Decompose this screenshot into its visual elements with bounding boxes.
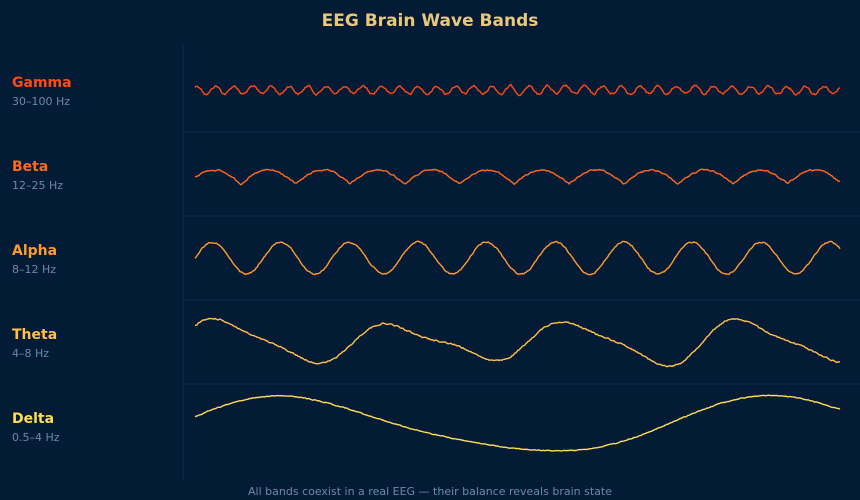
band-range: 0.5–4 Hz (12, 431, 60, 444)
band-name: Delta (12, 411, 55, 427)
series-line-gamma (194, 83, 841, 97)
band-label-beta: Beta 12–25 Hz (12, 159, 63, 192)
series-line-delta (194, 394, 841, 452)
chart-footer: All bands coexist in a real EEG — their … (248, 485, 612, 498)
band-range: 30–100 Hz (12, 95, 71, 108)
series-line-alpha (194, 240, 841, 276)
band-name: Gamma (12, 75, 72, 91)
series-line-theta (194, 317, 841, 368)
band-range: 12–25 Hz (12, 179, 64, 192)
band-range: 8–12 Hz (12, 263, 57, 276)
band-label-alpha: Alpha 8–12 Hz (12, 243, 57, 276)
series-line-beta (194, 168, 841, 186)
chart-title: EEG Brain Wave Bands (321, 11, 539, 31)
band-label-gamma: Gamma 30–100 Hz (12, 75, 72, 108)
band-label-delta: Delta 0.5–4 Hz (12, 411, 60, 444)
band-name: Beta (12, 159, 49, 175)
band-name: Alpha (12, 243, 58, 259)
band-name: Theta (12, 327, 58, 343)
band-range: 4–8 Hz (12, 347, 50, 360)
band-label-theta: Theta 4–8 Hz (12, 327, 57, 360)
